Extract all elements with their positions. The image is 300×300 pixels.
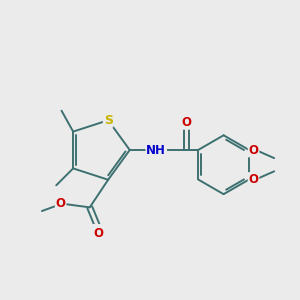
Text: O: O	[248, 143, 259, 157]
Text: NH: NH	[146, 143, 166, 157]
Text: O: O	[56, 197, 66, 210]
Text: O: O	[94, 227, 104, 240]
Text: O: O	[182, 116, 191, 129]
Text: S: S	[103, 114, 112, 127]
Text: O: O	[248, 173, 259, 186]
